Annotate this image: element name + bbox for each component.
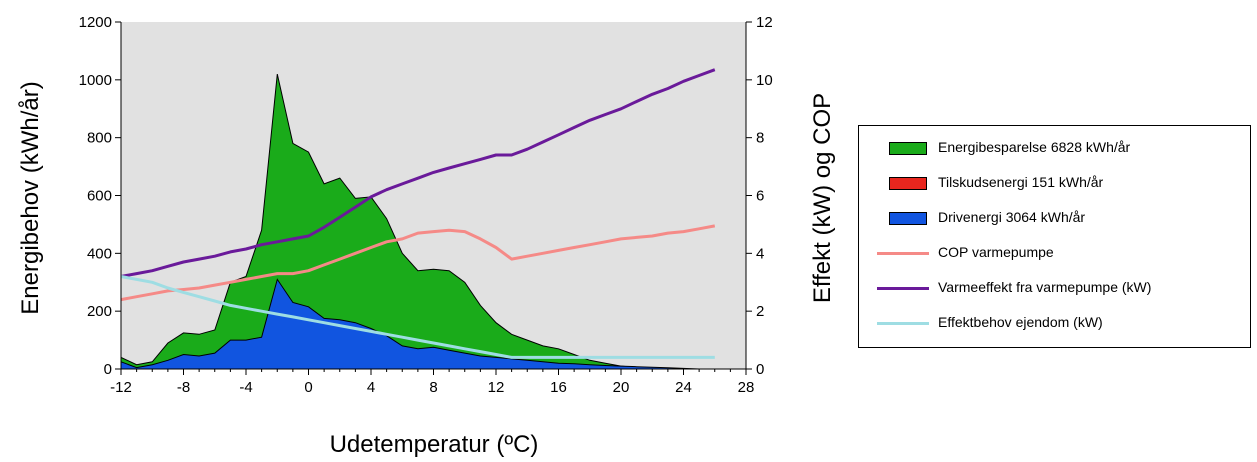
x-axis-label: Udetemperatur (ºC): [330, 431, 539, 458]
legend-item-tilskudsenergi: Tilskudsenergi 151 kWh/år: [859, 170, 1250, 196]
x-tick-label: 28: [738, 379, 755, 396]
legend-label-cop: COP varmepumpe: [938, 244, 1054, 260]
x-tick-label: 20: [613, 379, 630, 396]
legend-line-cop: [877, 252, 929, 255]
legend-item-energibesparelse: Energibesparelse 6828 kWh/år: [859, 135, 1250, 161]
y-right-tick-label: 2: [756, 303, 764, 320]
y-left-tick-label: 600: [87, 188, 112, 205]
line-cop-varmepumpe: [120, 224, 716, 302]
x-tick-label: 4: [367, 379, 375, 396]
x-tick-label: -4: [239, 379, 252, 396]
y-right-axis-label: Effekt (kW) og COP: [809, 93, 836, 303]
y-left-tick-label: 400: [87, 245, 112, 262]
legend-label-effektbehov: Effektbehov ejendom (kW): [938, 314, 1103, 330]
legend-item-cop: COP varmepumpe: [859, 240, 1250, 266]
legend-item-varmeeffekt: Varmeeffekt fra varmepumpe (kW): [859, 275, 1250, 301]
y-right-tick-label: 0: [756, 361, 764, 378]
x-tick-label: 8: [429, 379, 437, 396]
legend-item-effektbehov: Effektbehov ejendom (kW): [859, 310, 1250, 336]
legend-swatch-energibesparelse: [889, 142, 927, 155]
y-right-tick-label: 10: [756, 72, 773, 89]
legend: Energibesparelse 6828 kWh/år Tilskudsene…: [858, 125, 1251, 348]
y-left-tick-label: 1000: [79, 72, 112, 89]
y-left-tick-label: 1200: [79, 14, 112, 31]
legend-label-tilskudsenergi: Tilskudsenergi 151 kWh/år: [938, 174, 1104, 190]
x-tick-label: 12: [488, 379, 505, 396]
y-right-tick-label: 6: [756, 188, 764, 205]
area-drivenergi-3064-kwh-r: [120, 278, 715, 370]
legend-line-effektbehov: [877, 322, 929, 325]
line-varmeeffekt-fra-varmepumpe-kw: [120, 68, 716, 278]
y-left-axis-label: Energibehov (kWh/år): [17, 81, 44, 314]
y-right-tick-label: 8: [756, 130, 764, 147]
x-tick-label: 16: [550, 379, 567, 396]
y-left-tick-label: 800: [87, 130, 112, 147]
x-tick-label: 0: [304, 379, 312, 396]
line-effektbehov-ejendom-kw: [120, 275, 715, 359]
x-tick-label: 24: [675, 379, 692, 396]
legend-line-varmeeffekt: [877, 287, 929, 290]
y-left-tick-label: 200: [87, 303, 112, 320]
y-left-tick-label: 0: [104, 361, 112, 378]
legend-item-drivenergi: Drivenergi 3064 kWh/år: [859, 205, 1250, 231]
legend-label-energibesparelse: Energibesparelse 6828 kWh/år: [938, 139, 1131, 155]
x-tick-label: -12: [110, 379, 132, 396]
legend-swatch-drivenergi: [889, 212, 927, 225]
x-tick-label: -8: [177, 379, 190, 396]
legend-swatch-tilskudsenergi: [889, 177, 927, 190]
legend-label-varmeeffekt: Varmeeffekt fra varmepumpe (kW): [938, 279, 1152, 295]
y-right-tick-label: 12: [756, 14, 773, 31]
y-right-tick-label: 4: [756, 245, 764, 262]
legend-label-drivenergi: Drivenergi 3064 kWh/år: [938, 209, 1086, 225]
